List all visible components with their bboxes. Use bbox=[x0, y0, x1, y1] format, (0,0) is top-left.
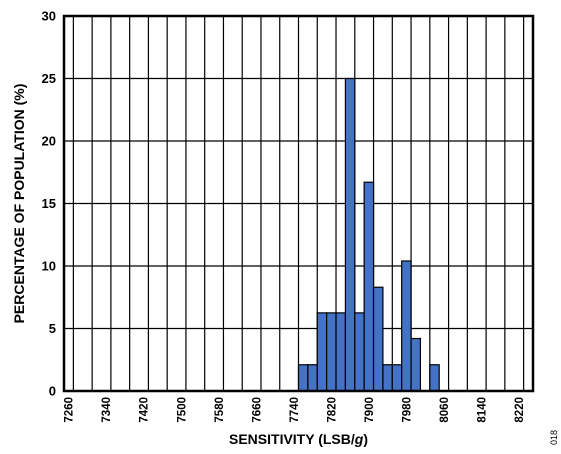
bar-7960 bbox=[391, 364, 403, 392]
y-tick-label: 25 bbox=[42, 71, 56, 86]
y-axis-label: PERCENTAGE OF POPULATION (%) bbox=[11, 84, 27, 324]
figure-id: 018 bbox=[549, 430, 559, 445]
x-tick-label: 7420 bbox=[139, 397, 151, 423]
x-tick-label: 8060 bbox=[439, 397, 451, 423]
x-axis-label: SENSITIVITY (LSB/g) bbox=[229, 431, 368, 447]
x-tick-label: 7500 bbox=[176, 397, 188, 423]
x-axis-label-end: ) bbox=[363, 431, 368, 447]
y-tick-label: 20 bbox=[42, 134, 56, 149]
y-tick-label: 5 bbox=[49, 321, 56, 336]
bar-7980 bbox=[401, 260, 412, 392]
x-tick-label: 7660 bbox=[251, 397, 263, 423]
grid-lines bbox=[64, 16, 533, 391]
x-tick-label: 7980 bbox=[401, 397, 413, 423]
bar-8040 bbox=[429, 364, 440, 392]
x-tick-label: 7580 bbox=[214, 397, 226, 423]
y-tick-labels: 0 5 10 15 20 25 30 bbox=[42, 9, 56, 399]
bar-7900 bbox=[363, 181, 375, 392]
bar-7800 bbox=[316, 312, 328, 392]
x-tick-label: 7260 bbox=[64, 397, 76, 423]
x-tick-label: 8220 bbox=[514, 397, 526, 423]
x-axis-label-main: SENSITIVITY (LSB/ bbox=[229, 431, 355, 447]
x-tick-label: 7900 bbox=[364, 397, 376, 423]
bar-8000 bbox=[410, 337, 422, 392]
y-tick-label: 10 bbox=[42, 259, 56, 274]
y-tick-label: 0 bbox=[49, 384, 56, 399]
plot-frame bbox=[62, 14, 535, 393]
x-tick-label: 8140 bbox=[476, 397, 488, 423]
x-tick-label: 7820 bbox=[326, 397, 338, 423]
bar-7760 bbox=[297, 364, 309, 392]
x-tick-label: 7740 bbox=[289, 397, 301, 423]
x-axis-label-unit: g bbox=[354, 431, 364, 447]
bar-7840 bbox=[335, 312, 346, 392]
y-tick-label: 30 bbox=[42, 9, 56, 24]
bar-7940 bbox=[382, 364, 393, 392]
y-tick-label: 15 bbox=[42, 196, 56, 211]
bar-7820 bbox=[326, 312, 337, 392]
bar-7920 bbox=[372, 286, 384, 392]
x-tick-labels: 7260 7340 7420 7500 7580 7660 7740 7820 7900 7980… bbox=[64, 397, 526, 423]
bar-7780 bbox=[307, 364, 318, 392]
x-tick-label: 7340 bbox=[101, 397, 113, 423]
bar-7860 bbox=[344, 77, 356, 392]
bar-7880 bbox=[354, 312, 365, 392]
bars bbox=[297, 77, 440, 392]
